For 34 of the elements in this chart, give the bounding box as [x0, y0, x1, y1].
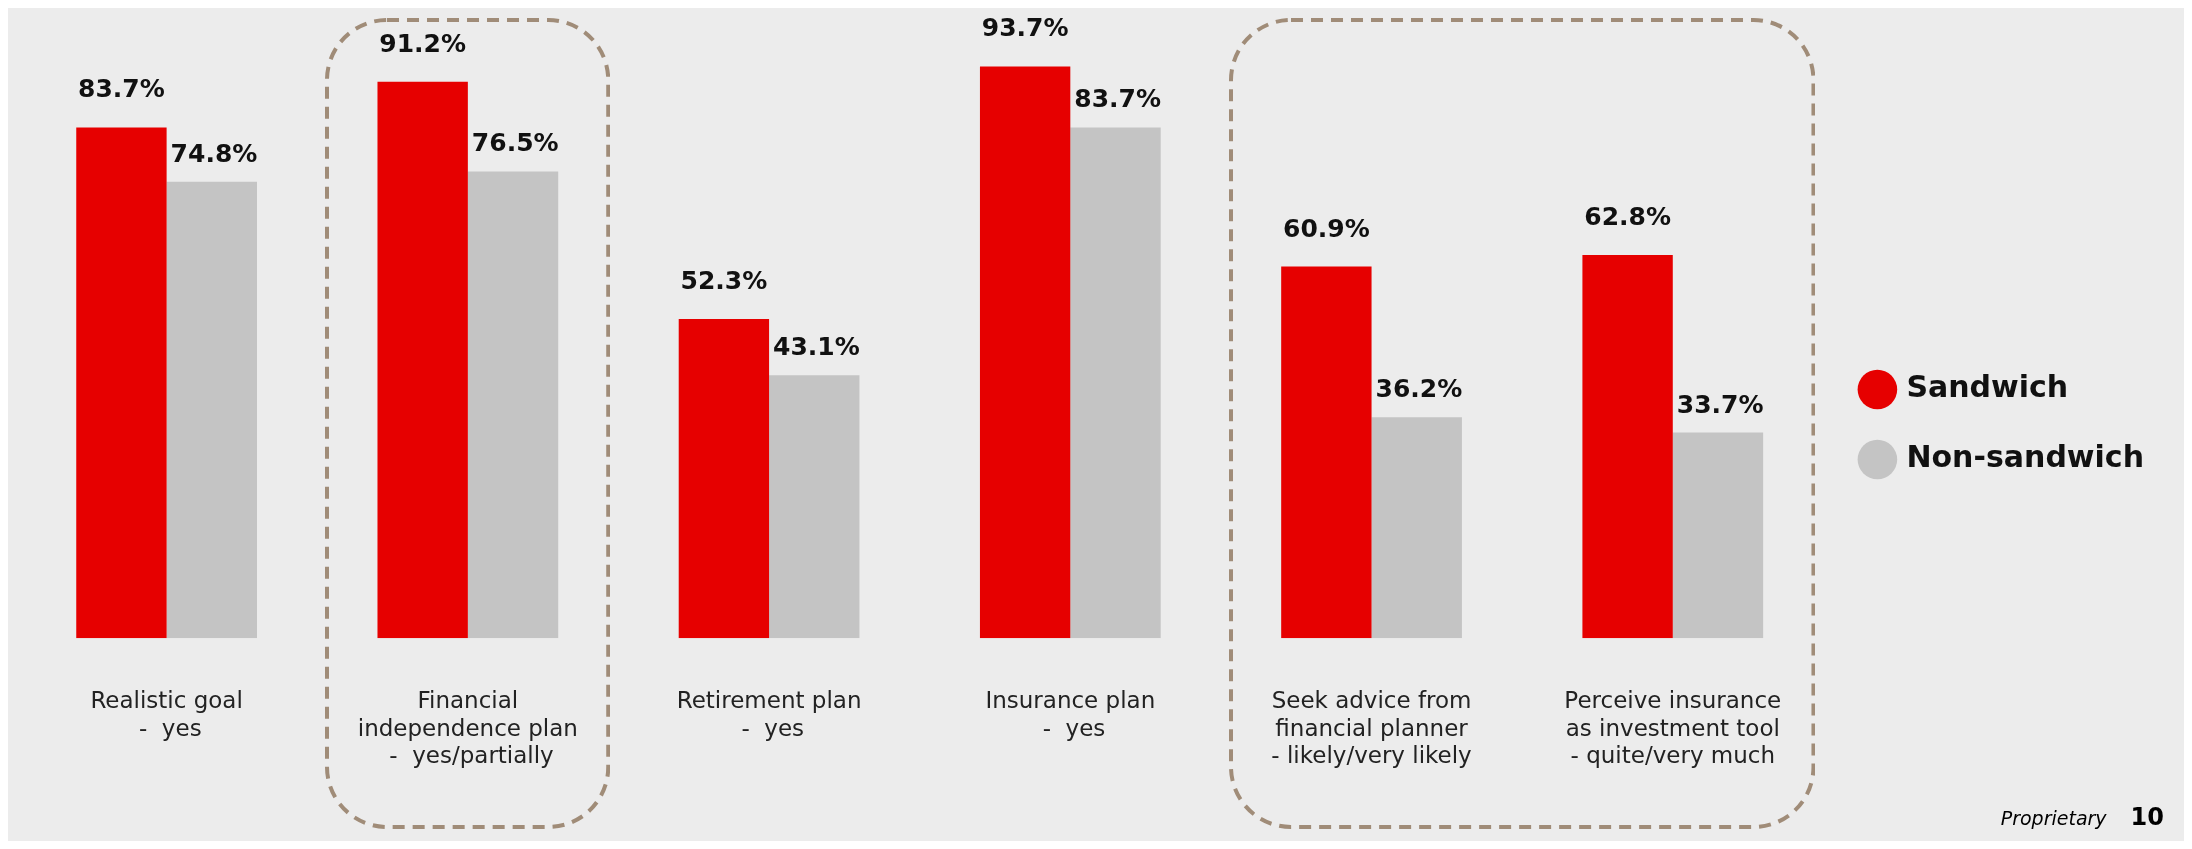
bar: [1582, 254, 1673, 639]
bar: [166, 181, 257, 639]
bar: [769, 375, 860, 639]
legend-label: Non-sandwich: [1906, 439, 2145, 475]
data-label: 36.2%: [1375, 374, 1463, 404]
bar: [678, 319, 770, 639]
bar: [76, 127, 167, 639]
text: 10: [2130, 803, 2164, 831]
bar: [1371, 417, 1462, 639]
bar: [979, 66, 1071, 639]
data-label: 93.7%: [981, 13, 1069, 43]
x-tick-label: Insurance plan - yes: [985, 686, 1156, 741]
x-tick-label: Retirement plan - yes: [676, 686, 862, 741]
data-label: 60.9%: [1283, 213, 1370, 243]
legend-label: Sandwich: [1906, 369, 2069, 405]
bar: [1281, 266, 1372, 639]
data-label: 43.1%: [773, 332, 860, 362]
data-label: 83.7%: [78, 74, 165, 104]
x-tick-label: Realistic goal - yes: [90, 686, 243, 741]
bar: [1070, 127, 1161, 639]
data-label: 74.8%: [170, 138, 258, 168]
data-label: 62.8%: [1584, 201, 1671, 231]
data-label: 52.3%: [680, 266, 768, 296]
data-label: 33.7%: [1676, 389, 1764, 419]
data-label: 76.5%: [471, 128, 559, 158]
bar: [467, 171, 559, 639]
data-label: 83.7%: [1074, 84, 1162, 114]
x-tick-label: Seek advice from financial planner - likely/very likely: [1271, 686, 1472, 769]
text: Proprietary: [2000, 807, 2107, 829]
x-tick-label: Perceive insurance as investment tool - quite/very much: [1564, 686, 1782, 769]
bar: [377, 81, 468, 639]
bar: [1672, 432, 1764, 639]
x-tick-label: Financial independence plan - yes/partially: [357, 686, 578, 769]
data-label: 91.2%: [379, 28, 467, 58]
